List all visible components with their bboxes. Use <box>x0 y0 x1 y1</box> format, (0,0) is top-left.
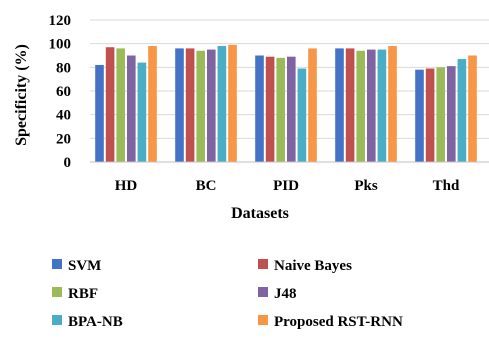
legend-swatch <box>258 315 268 325</box>
bars-layer <box>95 44 477 163</box>
bar-thd-svm <box>415 69 424 162</box>
x-category-label: PID <box>273 178 299 194</box>
legend-swatch <box>52 315 62 325</box>
legend-swatch <box>258 287 268 297</box>
legend-swatch <box>52 287 62 297</box>
bar-pid-j48 <box>287 56 296 162</box>
bar-bc-bpa-nb <box>217 46 227 162</box>
bar-pid-svm <box>255 55 264 162</box>
y-tick-label: 0 <box>64 155 72 171</box>
bar-bc-naive-bayes <box>185 48 195 162</box>
bar-hd-j48 <box>127 55 136 162</box>
y-tick-label: 60 <box>56 84 71 100</box>
bar-thd-proposed-rst-rnn <box>468 55 477 162</box>
bar-thd-naive-bayes <box>425 68 435 162</box>
legend-swatch <box>52 259 62 269</box>
legend-label: J48 <box>274 286 297 302</box>
legend-label: Proposed RST-RNN <box>274 314 403 330</box>
bar-bc-rbf <box>196 50 205 163</box>
bar-hd-rbf <box>116 48 125 162</box>
bar-pid-rbf <box>276 57 285 162</box>
bar-pks-proposed-rst-rnn <box>388 46 397 162</box>
bar-pid-proposed-rst-rnn <box>308 48 317 162</box>
x-category-label: Thd <box>433 178 460 194</box>
bar-pks-rbf <box>356 50 365 163</box>
bar-bc-j48 <box>207 49 216 163</box>
bar-pks-naive-bayes <box>345 48 355 162</box>
x-category-labels: HD BC PID Pks Thd <box>115 178 460 194</box>
bar-thd-rbf <box>436 67 445 162</box>
bar-bc-proposed-rst-rnn <box>228 44 237 162</box>
y-tick-labels: 0 20 40 60 80 100 120 <box>49 13 72 171</box>
legend-label: RBF <box>68 286 98 302</box>
bar-thd-bpa-nb <box>457 59 467 162</box>
bar-bc-svm <box>175 48 184 162</box>
bar-hd-bpa-nb <box>137 62 147 162</box>
y-tick-label: 20 <box>56 131 71 147</box>
bar-pks-svm <box>335 48 344 162</box>
legend-swatch <box>258 259 268 269</box>
x-category-label: Pks <box>354 178 378 194</box>
y-axis-title: Specificity (%) <box>13 44 30 146</box>
legend: SVM Naive Bayes RBF J48 BPA-NB Proposed RST-R… <box>52 258 403 330</box>
legend-label: Naive Bayes <box>274 258 352 274</box>
x-category-label: BC <box>196 178 217 194</box>
x-category-label: HD <box>115 178 138 194</box>
y-tick-label: 40 <box>56 108 71 124</box>
bar-pks-bpa-nb <box>377 49 387 163</box>
y-tick-label: 100 <box>49 37 72 53</box>
bar-thd-j48 <box>447 66 456 162</box>
y-tick-label: 80 <box>56 60 71 76</box>
bar-pks-j48 <box>367 49 376 163</box>
bar-hd-svm <box>95 64 104 162</box>
legend-label: BPA-NB <box>68 314 123 330</box>
bar-pid-bpa-nb <box>297 68 307 162</box>
legend-label: SVM <box>68 258 101 274</box>
bar-hd-naive-bayes <box>105 47 115 162</box>
x-axis-title: Datasets <box>231 205 289 222</box>
y-tick-label: 120 <box>49 13 72 29</box>
bar-pid-naive-bayes <box>265 56 275 162</box>
bar-hd-proposed-rst-rnn <box>148 46 157 162</box>
